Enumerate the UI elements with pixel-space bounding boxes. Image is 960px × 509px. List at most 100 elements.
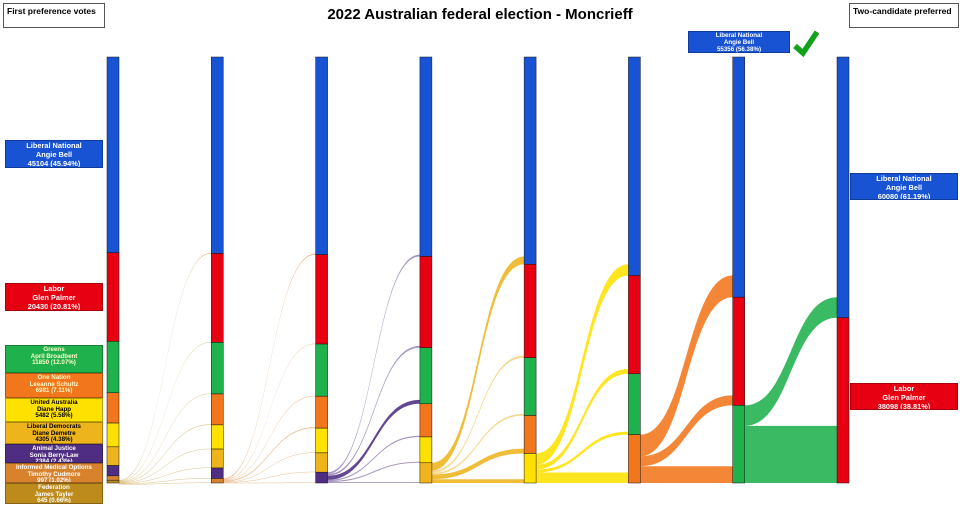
party-name: Animal Justice bbox=[32, 445, 76, 452]
party-name: Liberal National bbox=[876, 174, 932, 183]
vote-count: 6981 (7.11%) bbox=[35, 387, 73, 395]
flow-ajp-to-on-count3 bbox=[327, 435, 420, 482]
label-liberal-national-first-pref: Liberal National Angie Bell 45104 (45.94… bbox=[5, 140, 103, 168]
bar-count4-on bbox=[419, 403, 433, 438]
flow-imo-to-ldp-count2 bbox=[223, 471, 316, 483]
label-liberal-democrats-first-pref: Liberal Democrats Diane Demetre 4305 (4.… bbox=[5, 422, 103, 444]
candidate-name: Sonia Berry-Law bbox=[29, 451, 79, 459]
flow-ldp-to-uap-count4 bbox=[431, 479, 525, 483]
vote-count: 2384 (2.43%) bbox=[35, 458, 73, 463]
winner-label: Liberal National Angie Bell 55356 (56.38… bbox=[688, 31, 790, 53]
flow-grn-to-lnp-count7 bbox=[744, 297, 837, 426]
candidate-name: Diane Happ bbox=[36, 405, 72, 413]
bar-count2-uap bbox=[211, 424, 224, 450]
bar-count1-alp bbox=[106, 252, 120, 342]
flow-ajp-to-uap-count3 bbox=[327, 461, 420, 483]
label-liberal-national-tcp: Liberal National Angie Bell 60080 (61.19… bbox=[850, 173, 958, 200]
winner-candidate: Angie Bell bbox=[723, 38, 755, 46]
flow-fed-to-lnp-count1 bbox=[119, 252, 212, 481]
bar-count5-on bbox=[523, 415, 537, 454]
label-greens-first-pref: Greens April Broadbent 11850 (12.07%) bbox=[5, 345, 103, 373]
bar-count2-ldp bbox=[211, 448, 224, 469]
flow-imo-to-alp-count2 bbox=[223, 343, 316, 481]
bar-count7-alp bbox=[732, 296, 745, 406]
flow-on-to-lnp-count6 bbox=[640, 275, 733, 457]
bar-count7-grn bbox=[732, 405, 745, 484]
flow-fed-to-imo-count1 bbox=[119, 482, 212, 485]
label-federation-first-pref: Federation James Tayler 645 (0.66%) bbox=[5, 483, 103, 504]
flow-uap-to-lnp-count5 bbox=[536, 264, 629, 465]
flow-ldp-to-alp-count4 bbox=[431, 355, 525, 473]
vote-count: 60080 (61.19%) bbox=[877, 191, 931, 200]
flow-uap-to-alp-count5 bbox=[536, 368, 629, 470]
bar-count5-grn bbox=[523, 357, 537, 416]
party-name: United Australia bbox=[30, 399, 78, 406]
candidate-name: Glen Palmer bbox=[32, 292, 76, 302]
checkmark-icon bbox=[793, 30, 820, 58]
vote-count: 5482 (5.58%) bbox=[35, 412, 73, 420]
bar-count1-ldp bbox=[106, 446, 120, 466]
label-labor-tcp: Labor Glen Palmer 38098 (38.81%) bbox=[850, 383, 958, 410]
bar-count7-lnp bbox=[732, 56, 745, 298]
bar-count4-ldp bbox=[419, 462, 433, 484]
winner-votes: 55356 (56.38%) bbox=[716, 45, 762, 53]
winner-party: Liberal National bbox=[715, 32, 763, 39]
candidate-name: Angie Bell bbox=[35, 149, 73, 159]
vote-count: 4305 (4.38%) bbox=[35, 436, 73, 444]
label-labor-first-pref: Labor Glen Palmer 20430 (20.81%) bbox=[5, 283, 103, 311]
vote-count: 38098 (38.81%) bbox=[877, 401, 931, 410]
party-name: Liberal Democrats bbox=[27, 423, 81, 430]
bar-count1-ajp bbox=[106, 465, 120, 477]
bar-count6-alp bbox=[628, 275, 641, 375]
party-name: Liberal National bbox=[26, 141, 82, 150]
label-united-australia-first-pref: United Australia Diane Happ 5482 (5.58%) bbox=[5, 398, 103, 422]
flow-ldp-to-grn-count4 bbox=[431, 413, 525, 475]
bar-count3-lnp bbox=[315, 56, 328, 255]
party-name: Labor bbox=[893, 384, 915, 393]
flow-on-to-grn-count6 bbox=[640, 466, 733, 483]
bar-count2-ajp bbox=[211, 467, 224, 479]
bar-count1-grn bbox=[106, 341, 120, 394]
party-name: Informed Medical Options bbox=[16, 464, 92, 471]
bar-count8-alp bbox=[836, 317, 850, 484]
two-candidate-preferred-box: Two-candidate preferred bbox=[849, 3, 959, 28]
bar-count1-fed bbox=[106, 479, 120, 484]
flow-fed-to-grn-count1 bbox=[119, 393, 212, 482]
flow-ajp-to-ldp-count3 bbox=[327, 482, 420, 483]
bar-count8-lnp bbox=[836, 56, 850, 318]
flow-imo-to-on-count2 bbox=[223, 427, 316, 482]
bar-count4-alp bbox=[419, 256, 433, 348]
flow-imo-to-grn-count2 bbox=[223, 395, 316, 481]
bar-count6-on bbox=[628, 434, 641, 484]
bar-count4-uap bbox=[419, 436, 433, 464]
bar-count3-ajp bbox=[315, 471, 328, 484]
bar-count3-alp bbox=[315, 254, 328, 345]
candidate-name: Timothy Cudmore bbox=[27, 470, 81, 478]
vote-count: 997 (1.02%) bbox=[37, 477, 71, 483]
bar-count4-lnp bbox=[419, 56, 433, 257]
flow-uap-to-on-count5 bbox=[536, 472, 629, 483]
flow-ajp-to-alp-count3 bbox=[327, 345, 420, 476]
flow-imo-to-uap-count2 bbox=[223, 452, 316, 483]
bar-count1-lnp bbox=[106, 56, 120, 253]
flow-fed-to-ldp-count1 bbox=[119, 467, 212, 484]
first-preference-votes-box: First preference votes bbox=[3, 3, 105, 28]
vote-count: 645 (0.66%) bbox=[37, 497, 71, 504]
flow-fed-to-on-count1 bbox=[119, 424, 212, 483]
flow-ldp-to-lnp-count4 bbox=[431, 256, 525, 471]
candidate-name: Glen Palmer bbox=[882, 392, 926, 402]
flow-uap-to-grn-count5 bbox=[536, 431, 629, 473]
bar-count5-lnp bbox=[523, 56, 537, 265]
bar-count2-lnp bbox=[211, 56, 224, 254]
bar-count1-on bbox=[106, 392, 120, 424]
candidate-name: Angie Bell bbox=[885, 182, 923, 192]
bar-count1-uap bbox=[106, 422, 120, 448]
bar-count3-on bbox=[315, 395, 328, 429]
flow-ajp-to-lnp-count3 bbox=[327, 254, 420, 475]
bar-count2-on bbox=[211, 393, 224, 426]
flow-fed-to-ajp-count1 bbox=[119, 477, 212, 485]
candidate-name: April Broadbent bbox=[30, 352, 78, 360]
label-animal-justice-first-pref: Animal Justice Sonia Berry-Law 2384 (2.4… bbox=[5, 444, 103, 463]
